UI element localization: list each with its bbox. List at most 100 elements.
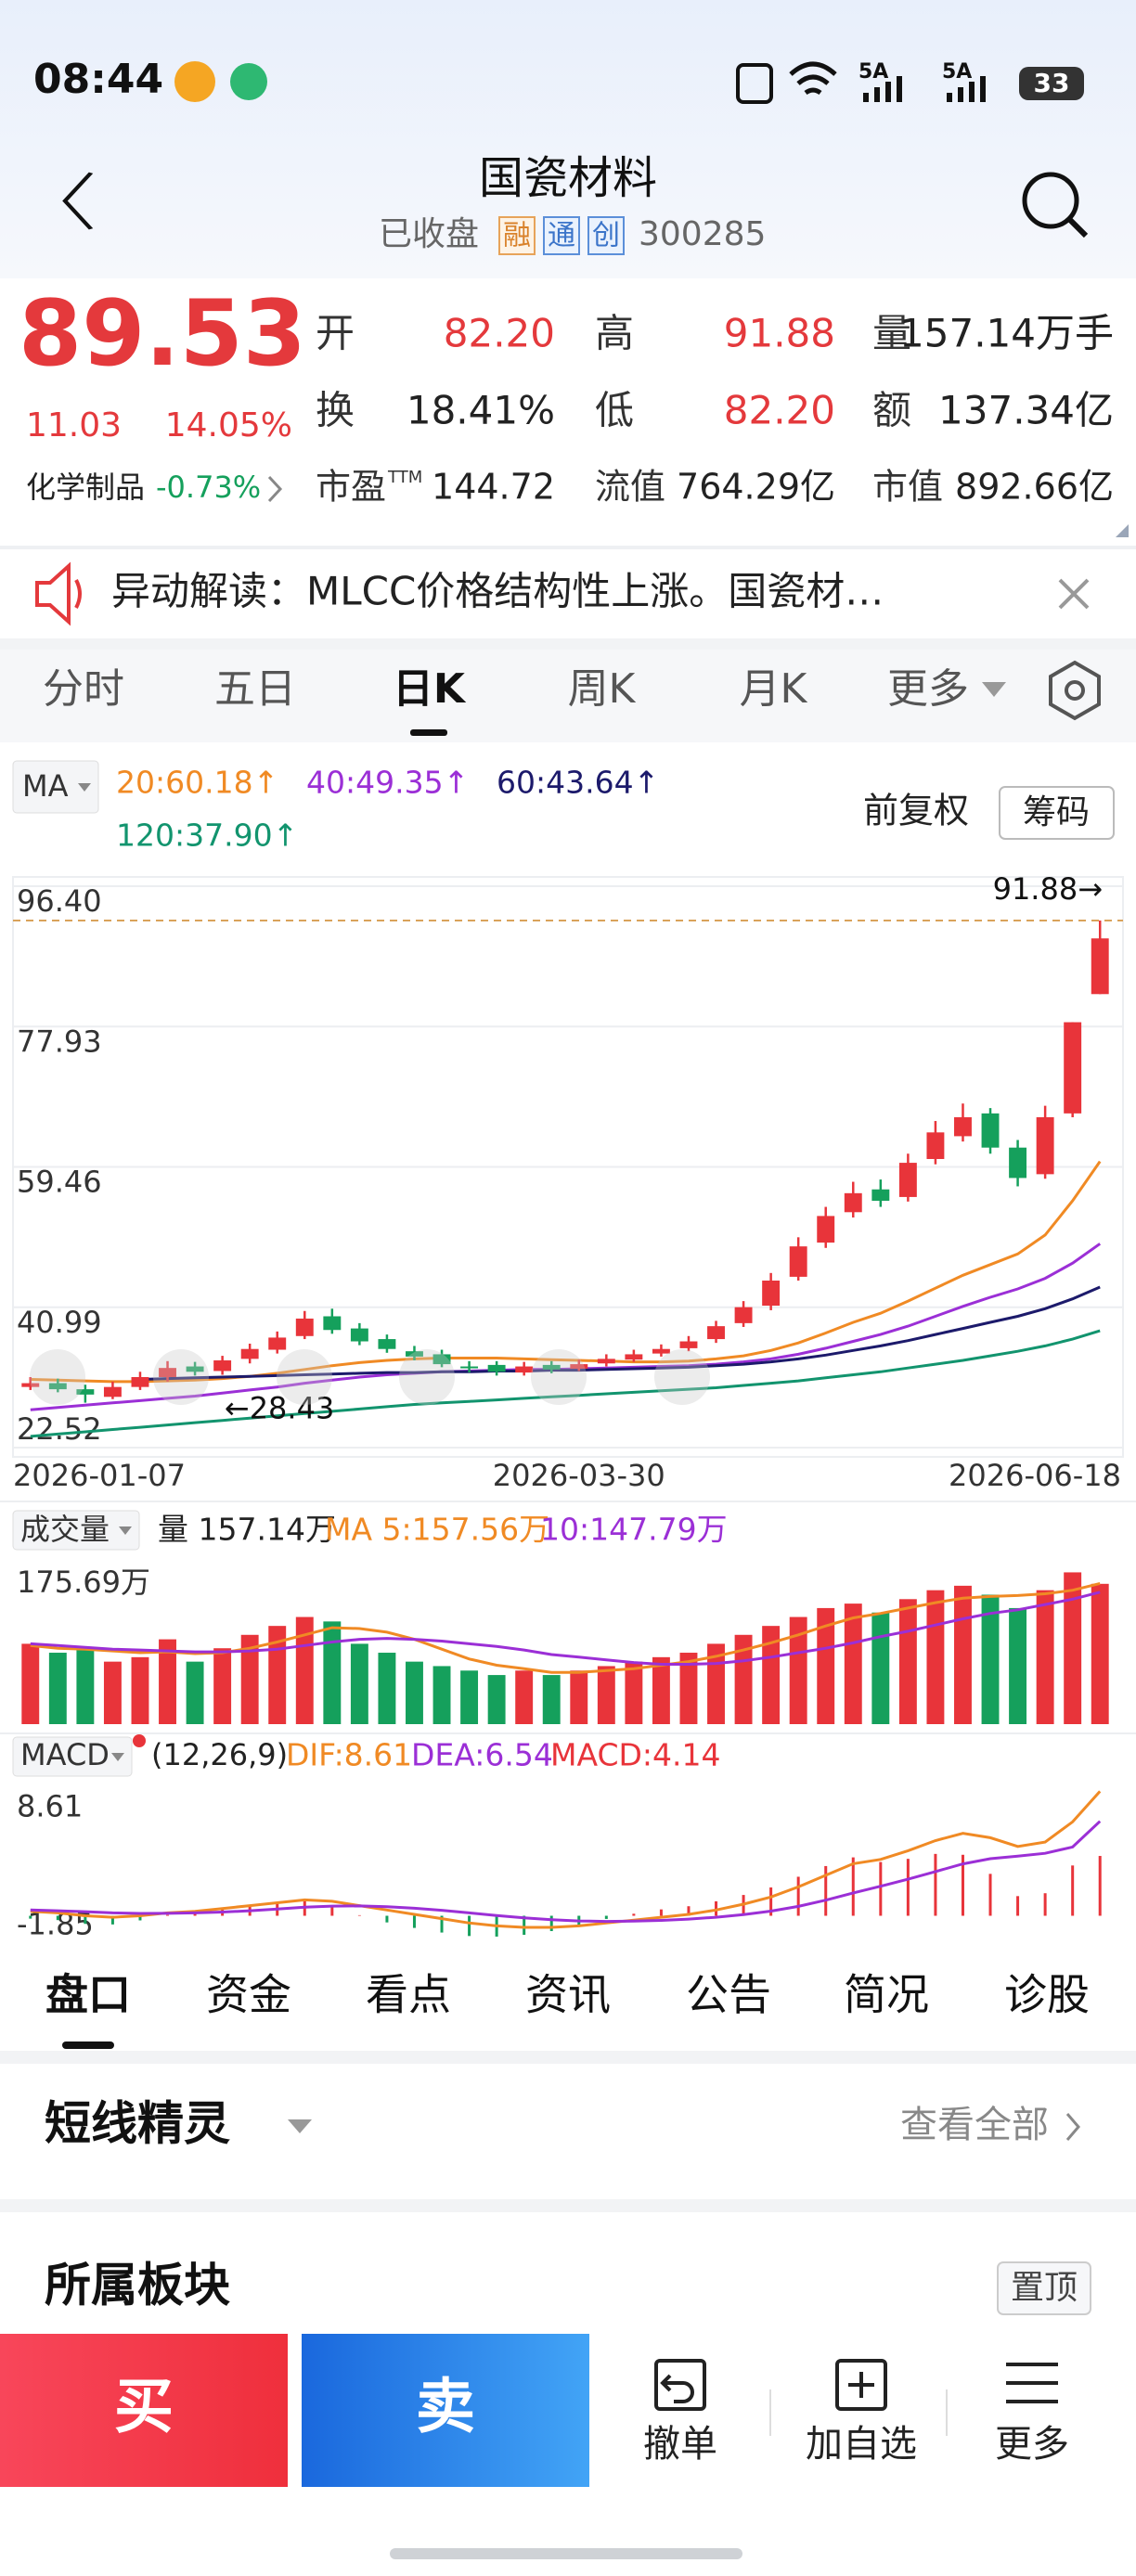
chart-control[interactable] [654, 1349, 710, 1405]
adjust-mode[interactable]: 前复权 [863, 791, 969, 831]
macd-bar [84, 1915, 87, 1925]
settings-button[interactable] [1049, 660, 1101, 721]
y-tick-label: 77.93 [17, 1024, 102, 1059]
candle-body [570, 1364, 588, 1369]
status-time: 08:44 [33, 56, 163, 103]
volume-bar [652, 1656, 670, 1724]
candle-body [652, 1348, 670, 1354]
battery-level: 33 [1034, 68, 1070, 98]
section-title: 短线精灵 [45, 2097, 230, 2151]
indicator-selector[interactable] [12, 760, 99, 814]
badge [498, 216, 536, 255]
wifi-icon [789, 61, 837, 96]
period-tab[interactable]: 周K [568, 665, 637, 713]
home-indicator [390, 2548, 742, 2559]
volume-bar [762, 1626, 781, 1724]
detail-tab[interactable]: 资金 [206, 1970, 291, 2020]
chart-control[interactable] [531, 1349, 587, 1405]
field-label: 市值 [872, 467, 943, 508]
detail-tab[interactable]: 简况 [844, 1970, 929, 2020]
dropdown-caret[interactable] [288, 2119, 312, 2133]
notice-text[interactable]: 异动解读：MLCC价格结构性上涨。国瓷材… [111, 569, 884, 614]
macd-bar [632, 1913, 636, 1916]
legend-entry: MACD:4.14 [550, 1737, 721, 1773]
more-label[interactable]: 更多 [995, 2423, 1069, 2466]
detail-tab[interactable]: 看点 [366, 1970, 451, 2020]
badge [587, 216, 625, 255]
detail-tab[interactable]: 公告 [686, 1970, 771, 2020]
macd-bar [138, 1915, 142, 1921]
watch-label[interactable]: 加自选 [806, 2423, 917, 2466]
field-label: 流值 [595, 467, 665, 508]
chips-label[interactable]: 筹码 [1023, 793, 1090, 831]
macd-bar [879, 1861, 883, 1916]
field-value: 18.41% [407, 388, 555, 433]
indicator-name[interactable]: MACD [20, 1737, 110, 1772]
candle-body [406, 1351, 423, 1357]
detail-tab[interactable]: 诊股 [1004, 1970, 1090, 2020]
sell-label[interactable]: 卖 [416, 2374, 475, 2442]
field-label: 额 [872, 388, 911, 433]
indicator-selector[interactable] [12, 1510, 140, 1551]
more-icon [1006, 2363, 1058, 2403]
detail-tab[interactable]: 资讯 [525, 1970, 611, 2020]
macd-bar [29, 1915, 32, 1919]
pin-button[interactable] [997, 2261, 1091, 2315]
close-notice[interactable] [1058, 578, 1090, 610]
candle-body [844, 1192, 862, 1213]
search-button[interactable] [1022, 172, 1079, 229]
field-label-sup: TTM [387, 468, 422, 487]
period-tab[interactable]: 分时 [43, 665, 124, 713]
period-tab[interactable]: 月K [740, 665, 808, 713]
candle-body [350, 1328, 368, 1342]
macd-bar [715, 1900, 718, 1916]
pin-label[interactable]: 置顶 [1011, 2269, 1078, 2307]
macd-bar [385, 1915, 389, 1923]
expand-corner[interactable] [1116, 524, 1129, 537]
buy-button[interactable] [0, 2334, 288, 2487]
macd-bar [330, 1906, 334, 1916]
candle-body [487, 1364, 506, 1372]
indicator-selector[interactable] [12, 1736, 133, 1777]
candle-body [926, 1132, 945, 1159]
indicator-params: (12,26,9) [151, 1737, 288, 1772]
candle-body [48, 1383, 67, 1390]
chart-control[interactable] [30, 1349, 85, 1405]
sector-chevron[interactable] [267, 475, 283, 503]
volume-bar [954, 1585, 972, 1724]
period-tabs-bg [0, 650, 1136, 742]
period-tab[interactable]: 五日 [214, 665, 296, 713]
sector-name: 化学制品 [26, 470, 145, 505]
candle-body [789, 1246, 807, 1277]
volume-bar [1091, 1583, 1109, 1724]
field-value: 144.72 [432, 467, 555, 508]
period-tab[interactable]: 更多 [887, 665, 969, 713]
indicator-name[interactable]: MA [22, 768, 69, 804]
legend-entry: 20:60.18↑ [116, 765, 278, 801]
cancel-label[interactable]: 撤单 [643, 2423, 717, 2466]
period-tab[interactable]: 日K [393, 665, 467, 713]
chart-control[interactable] [153, 1349, 209, 1405]
section-title: 所属板块 [45, 2259, 230, 2312]
candle-body [625, 1354, 643, 1360]
chart-control[interactable] [277, 1349, 332, 1405]
candle-body [542, 1364, 561, 1370]
view-all[interactable]: 查看全部 [900, 2104, 1049, 2146]
sell-button[interactable] [302, 2334, 589, 2487]
indicator-name[interactable]: 成交量 [20, 1512, 110, 1547]
macd-bar [988, 1874, 992, 1916]
candle-body [213, 1359, 232, 1372]
badge-label: 融 [503, 220, 531, 252]
volume-bar [1064, 1572, 1082, 1724]
detail-tab[interactable]: 盘口 [45, 1970, 131, 2020]
chart-control[interactable] [399, 1349, 455, 1405]
dropdown-caret[interactable] [982, 682, 1006, 697]
field-value: 764.29亿 [677, 467, 835, 508]
detail-tabs-bg [0, 1963, 1136, 2051]
back-button[interactable] [62, 172, 94, 230]
buy-label[interactable]: 买 [114, 2374, 174, 2442]
macd-bar [934, 1853, 937, 1916]
chips-button[interactable] [999, 786, 1115, 840]
indicator-dot [133, 1734, 146, 1747]
